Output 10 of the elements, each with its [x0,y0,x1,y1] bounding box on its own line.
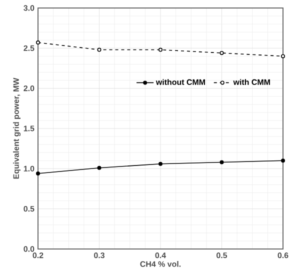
point [36,40,40,45]
point [158,48,162,52]
point [97,166,102,170]
point [220,160,224,164]
point [281,54,285,58]
point [281,158,285,163]
point [220,50,224,55]
point [158,162,162,166]
point [97,48,102,52]
point [36,171,40,176]
